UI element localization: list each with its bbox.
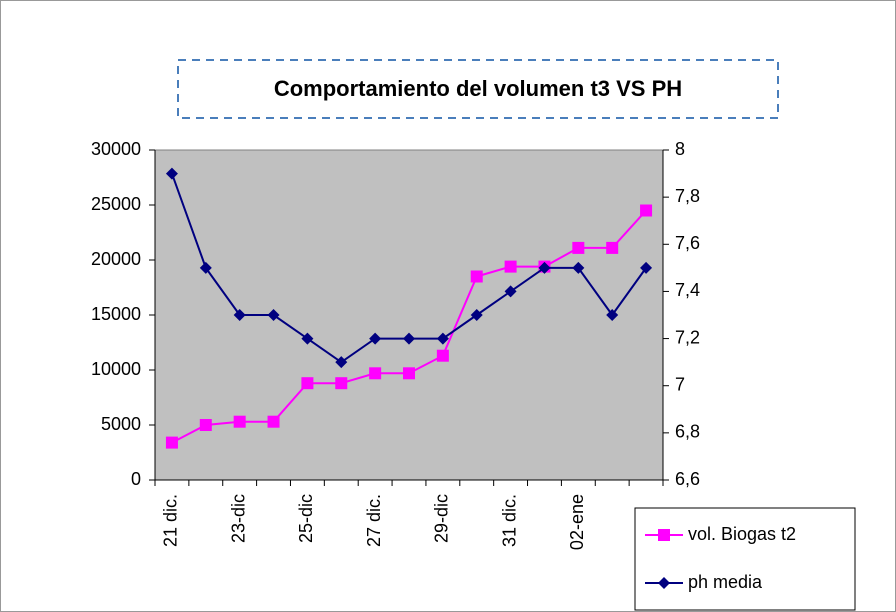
marker (301, 377, 314, 390)
legend-box (634, 507, 856, 611)
y-tick-label: 0 (131, 469, 141, 489)
marker (572, 261, 585, 274)
x-tick-label: 31 dic. (499, 494, 519, 547)
y2-tick-label: 7,8 (675, 186, 700, 206)
marker (470, 309, 483, 321)
marker (640, 261, 653, 274)
legend-label: vol. Biogas t2 (688, 524, 796, 544)
plot-area (154, 149, 664, 481)
marker (470, 270, 483, 283)
x-tick-label: 29-dic (432, 494, 452, 543)
y2-tick-label: 7,6 (675, 233, 700, 253)
marker (233, 415, 246, 428)
x-tick-label: 27 dic. (364, 494, 384, 547)
marker (640, 204, 653, 217)
x-tick-label: 23-dic (228, 494, 248, 543)
x-tick-label: 25-dic (296, 494, 316, 543)
marker (335, 377, 348, 390)
marker (165, 167, 178, 180)
marker (267, 309, 280, 321)
marker (369, 332, 382, 345)
y-tick-label: 10000 (91, 359, 141, 379)
marker (199, 261, 212, 274)
x-tick-label: 02-ene (567, 494, 587, 550)
y2-tick-label: 6,8 (675, 422, 700, 442)
y2-tick-label: 6,6 (675, 469, 700, 489)
marker (436, 332, 449, 345)
y-tick-label: 20000 (91, 249, 141, 269)
x-tick-label: 21 dic. (161, 494, 181, 547)
legend: vol. Biogas t2 ph media (634, 507, 856, 611)
marker (403, 332, 415, 345)
y-tick-label: 25000 (91, 194, 141, 214)
marker (504, 285, 517, 298)
title-box (177, 59, 779, 119)
y-tick-label: 15000 (91, 304, 141, 324)
marker (658, 529, 670, 541)
marker (165, 436, 178, 449)
y2-tick-label: 8 (675, 139, 685, 159)
marker (606, 241, 619, 254)
marker (538, 261, 551, 274)
marker (658, 577, 670, 589)
marker (267, 415, 280, 428)
chart-title: Comportamiento del volumen t3 VS PH (274, 76, 682, 101)
y-tick-label: 30000 (91, 139, 141, 159)
marker (335, 356, 348, 369)
marker (572, 241, 585, 254)
marker (369, 367, 382, 380)
y2-tick-label: 7,4 (675, 280, 700, 300)
marker (504, 260, 517, 273)
y-tick-label: 5000 (101, 414, 141, 434)
marker (606, 309, 619, 321)
marker (233, 309, 246, 321)
marker (199, 419, 212, 431)
marker (403, 367, 415, 380)
y2-tick-label: 7,2 (675, 327, 700, 347)
y2-tick-label: 7 (675, 374, 685, 394)
legend-label: ph media (688, 572, 763, 592)
marker (301, 332, 314, 345)
marker (436, 349, 449, 362)
